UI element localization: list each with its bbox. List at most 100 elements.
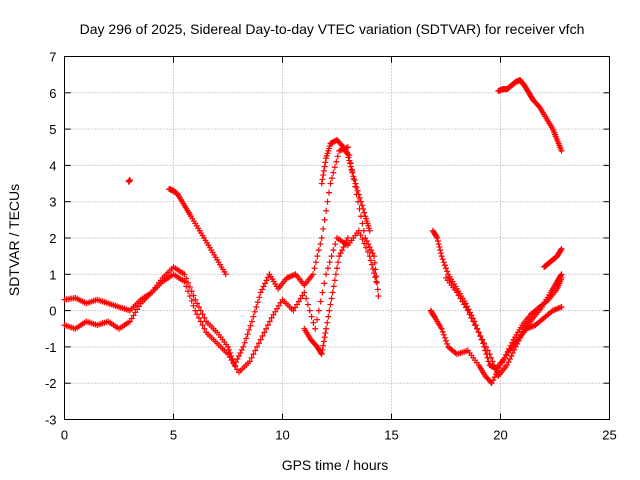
y-tick-label: -2: [45, 376, 57, 391]
data-point: [347, 160, 354, 167]
data-point: [373, 273, 380, 280]
data-point: [440, 331, 447, 338]
data-point: [558, 245, 565, 252]
data-point: [297, 295, 304, 302]
data-point: [431, 313, 438, 320]
data-point: [185, 288, 192, 295]
data-point: [441, 334, 448, 341]
data-point: [462, 304, 469, 311]
data-point: [348, 166, 355, 173]
data-point: [230, 360, 237, 367]
data-point: [365, 241, 372, 248]
tick-layer: 0 5 10 15 20 25 -3 -2 -1 0 1 2 3 4 5 6 7: [45, 50, 617, 443]
data-point: [126, 176, 133, 183]
x-tick-label: 15: [384, 428, 398, 443]
data-point: [251, 308, 258, 315]
data-point: [294, 301, 301, 308]
series-track-j: [541, 245, 565, 271]
data-point: [317, 241, 324, 248]
data-point: [459, 298, 466, 305]
data-point: [437, 247, 444, 254]
data-point: [126, 318, 133, 325]
data-point: [260, 283, 267, 290]
x-tick-label: 20: [493, 428, 507, 443]
y-tick-label: -1: [45, 340, 57, 355]
data-point: [443, 265, 449, 272]
data-point: [371, 270, 378, 277]
data-point: [195, 314, 202, 321]
data-point: [319, 289, 326, 296]
y-tick-label: 3: [49, 195, 56, 210]
data-point: [323, 325, 330, 332]
data-point: [512, 343, 519, 350]
data-point: [518, 331, 525, 338]
data-point: [314, 253, 321, 260]
data-point: [185, 279, 192, 286]
data-point: [475, 329, 482, 336]
data-point: [248, 354, 255, 361]
data-point: [488, 380, 495, 387]
data-point: [330, 283, 337, 290]
data-point: [308, 313, 315, 320]
data-point: [479, 336, 486, 343]
data-point: [491, 374, 498, 381]
data-point: [255, 340, 262, 347]
data-point: [197, 307, 204, 314]
data-point: [192, 296, 199, 303]
data-point: [496, 365, 503, 372]
data-point: [323, 207, 330, 214]
data-point: [327, 180, 334, 187]
data-point: [337, 250, 344, 257]
data-point: [333, 158, 340, 165]
data-point: [557, 272, 564, 279]
data-point: [490, 362, 497, 369]
data-point: [222, 271, 229, 278]
series-track-i: [495, 77, 565, 154]
data-point: [318, 351, 325, 358]
data-point: [322, 159, 329, 166]
data-point: [324, 198, 331, 205]
data-point: [192, 307, 199, 314]
data-point: [461, 301, 468, 308]
data-point: [319, 346, 326, 353]
data-point: [557, 247, 564, 254]
data-point: [299, 292, 306, 299]
data-point: [464, 307, 471, 314]
data-point: [263, 277, 270, 284]
data-point: [508, 352, 515, 359]
data-point: [199, 322, 206, 329]
data-point: [369, 250, 376, 257]
data-point: [262, 280, 269, 287]
data-point: [439, 256, 446, 263]
data-point: [357, 198, 364, 205]
data-point: [477, 333, 484, 340]
data-point: [226, 354, 233, 361]
x-tick-label: 5: [170, 428, 177, 443]
data-point: [443, 337, 449, 344]
data-point: [321, 334, 328, 341]
data-point: [323, 271, 330, 278]
data-point: [558, 271, 565, 278]
data-point: [352, 180, 359, 187]
data-point: [558, 303, 565, 310]
data-point: [328, 175, 335, 182]
data-point: [254, 343, 261, 350]
data-point: [558, 147, 565, 154]
data-point: [444, 340, 451, 347]
data-point: [326, 259, 333, 266]
data-point: [274, 305, 281, 312]
data-point: [263, 325, 270, 332]
data-point: [435, 238, 442, 245]
data-point: [250, 351, 257, 358]
x-tick-label: 25: [602, 428, 616, 443]
data-point: [321, 280, 328, 287]
data-point: [444, 268, 451, 275]
data-point: [330, 247, 337, 254]
data-point: [186, 293, 193, 300]
data-point: [320, 225, 327, 232]
data-point: [322, 329, 329, 336]
data-point: [473, 325, 480, 332]
grid-layer: [64, 56, 610, 420]
data-point: [515, 337, 522, 344]
